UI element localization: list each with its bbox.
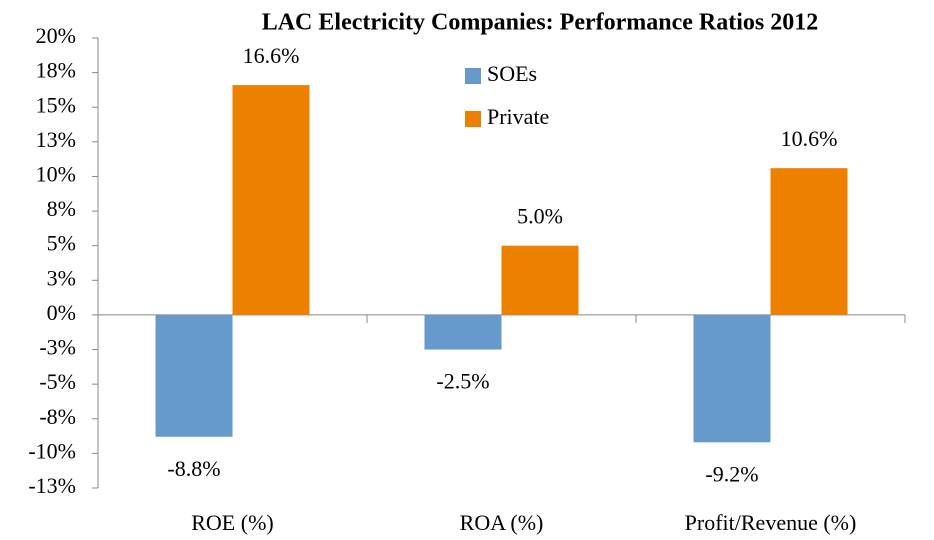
data-label: 16.6% xyxy=(243,43,300,68)
y-tick-label: -3% xyxy=(39,335,76,360)
y-tick-label: 13% xyxy=(36,127,76,152)
y-tick-label: -13% xyxy=(28,473,76,498)
chart-title: LAC Electricity Companies: Performance R… xyxy=(262,10,819,36)
y-tick-label: 20% xyxy=(36,23,76,48)
y-tick-label: 0% xyxy=(47,300,76,325)
data-label: -2.5% xyxy=(436,369,489,394)
bar xyxy=(424,314,502,350)
bar xyxy=(501,245,579,315)
data-label: -9.2% xyxy=(705,461,758,486)
legend-swatch xyxy=(465,68,481,84)
x-tick-label: ROE (%) xyxy=(191,510,273,535)
y-tick-label: 10% xyxy=(36,162,76,187)
bar xyxy=(232,85,310,315)
bar xyxy=(155,314,233,437)
y-tick-label: -10% xyxy=(28,438,76,463)
y-tick-label: 3% xyxy=(47,265,76,290)
x-tick-label: ROA (%) xyxy=(460,510,544,535)
y-tick-label: -5% xyxy=(39,369,76,394)
y-tick-label: 15% xyxy=(36,92,76,117)
y-tick-label: 8% xyxy=(47,196,76,221)
data-label: 5.0% xyxy=(517,204,563,229)
x-tick-label: Profit/Revenue (%) xyxy=(685,510,857,535)
y-tick-label: 18% xyxy=(36,58,76,83)
legend-label: Private xyxy=(487,104,549,129)
y-tick-label: -8% xyxy=(39,404,76,429)
legend-swatch xyxy=(465,111,481,127)
legend-label: SOEs xyxy=(487,61,537,86)
data-label: 10.6% xyxy=(781,126,838,151)
bar xyxy=(693,314,771,443)
data-label: -8.8% xyxy=(167,456,220,481)
y-tick-label: 5% xyxy=(47,231,76,256)
bar xyxy=(770,168,848,315)
